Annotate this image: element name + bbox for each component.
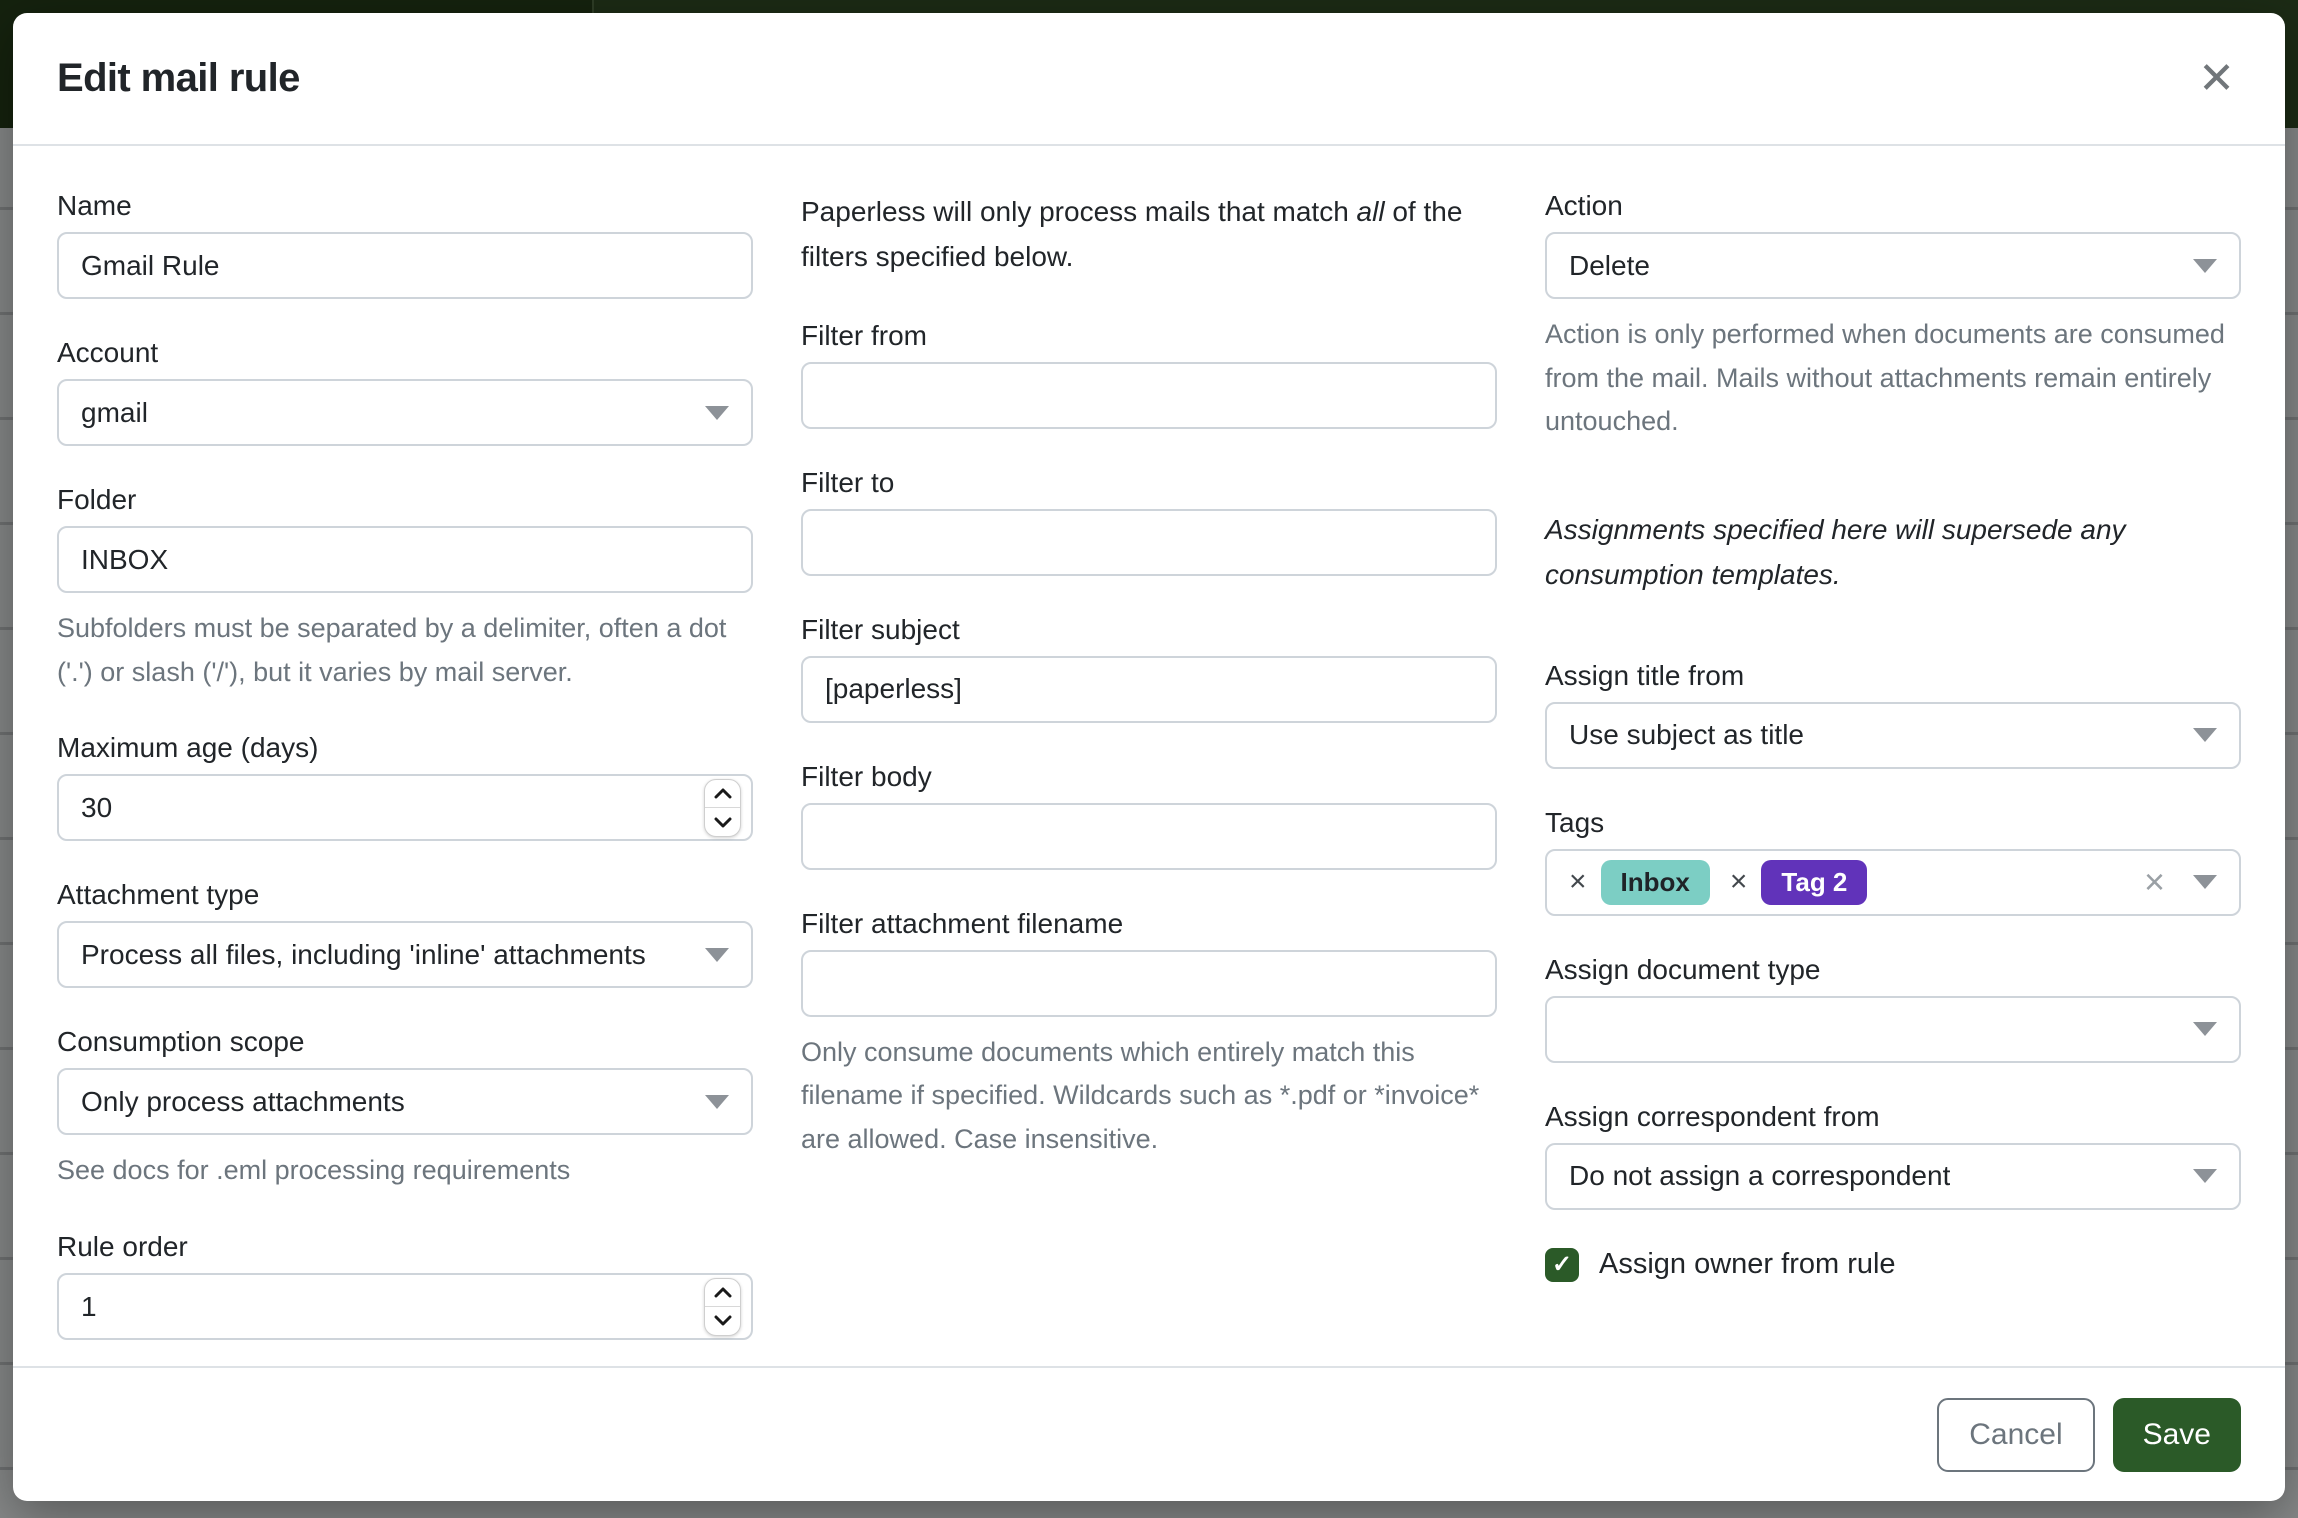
column-general: Name Account gmail Folder Subfolders mus… [57, 190, 753, 1366]
edit-mail-rule-dialog: Edit mail rule ✕ Name Account gmail Fold… [13, 13, 2285, 1501]
action-field-group: Action Delete Action is only performed w… [1545, 190, 2241, 444]
stepper-down-icon[interactable] [705, 808, 740, 836]
rule-order-label: Rule order [57, 1231, 188, 1263]
chevron-down-icon [2193, 1169, 2217, 1184]
chevron-down-icon [2193, 728, 2217, 743]
stepper-up-icon[interactable] [705, 1279, 740, 1307]
checkbox-checked-icon[interactable]: ✓ [1545, 1247, 1579, 1282]
chevron-down-icon [2193, 875, 2217, 890]
name-field-group: Name [57, 190, 753, 299]
account-value: gmail [81, 396, 148, 428]
filter-from-label: Filter from [801, 319, 927, 351]
filter-body-label: Filter body [801, 760, 932, 792]
filter-body-input[interactable] [801, 802, 1497, 870]
filter-subject-input[interactable] [801, 655, 1497, 723]
chevron-down-icon [705, 405, 729, 420]
assign-correspondent-label: Assign correspondent from [1545, 1100, 1880, 1132]
dialog-footer: Cancel Save [13, 1366, 2285, 1501]
account-label: Account [57, 337, 159, 368]
consumption-scope-help-text: See docs for .eml processing requirement… [57, 1155, 571, 1186]
assign-title-select[interactable]: Use subject as title [1545, 701, 2241, 769]
tag-chip-inbox: Inbox [1600, 859, 1710, 905]
remove-tag-icon[interactable]: × [1569, 865, 1587, 899]
max-age-input[interactable] [57, 774, 753, 842]
dialog-title: Edit mail rule [57, 56, 300, 100]
close-icon[interactable]: ✕ [2192, 53, 2241, 105]
attachment-type-label: Attachment type [57, 879, 260, 911]
filter-to-field-group: Filter to [801, 467, 1497, 576]
action-select[interactable]: Delete [1545, 232, 2241, 299]
assign-correspondent-value: Do not assign a correspondent [1569, 1160, 1951, 1192]
dialog-body: Name Account gmail Folder Subfolders mus… [13, 146, 2285, 1366]
save-button[interactable]: Save [2112, 1397, 2241, 1472]
chevron-down-icon [705, 1094, 729, 1109]
clear-tags-icon[interactable]: × [2143, 861, 2165, 903]
action-help-text: Action is only performed when documents … [1545, 319, 2225, 437]
tags-label: Tags [1545, 806, 1605, 838]
assign-correspondent-select[interactable]: Do not assign a correspondent [1545, 1142, 2241, 1210]
assign-title-value: Use subject as title [1569, 719, 1804, 751]
consumption-scope-value: Only process attachments [81, 1085, 405, 1117]
filter-attachment-filename-help-text: Only consume documents which entirely ma… [801, 1036, 1480, 1155]
filter-subject-field-group: Filter subject [801, 614, 1497, 723]
filters-intro-text: Paperless will only process mails that m… [801, 196, 1463, 272]
account-field-group: Account gmail [57, 337, 753, 446]
attachment-type-select[interactable]: Process all files, including 'inline' at… [57, 921, 753, 989]
tags-field-group: Tags × Inbox × Tag 2 × [1545, 807, 2241, 916]
remove-tag-icon[interactable]: × [1729, 865, 1748, 899]
rule-order-stepper[interactable] [704, 1277, 741, 1336]
attachment-type-value: Process all files, including 'inline' at… [81, 938, 646, 970]
assign-document-type-label: Assign document type [1545, 953, 1821, 985]
filter-from-input[interactable] [801, 361, 1497, 429]
consumption-scope-field-group: Consumption scope Only process attachmen… [57, 1026, 753, 1193]
dialog-header: Edit mail rule ✕ [13, 13, 2285, 146]
tag-chip-tag2: Tag 2 [1761, 859, 1868, 905]
filter-from-field-group: Filter from [801, 320, 1497, 429]
assign-document-type-field-group: Assign document type [1545, 954, 2241, 1063]
rule-order-field-group: Rule order [57, 1231, 753, 1341]
max-age-stepper[interactable] [704, 778, 741, 837]
column-filters: Paperless will only process mails that m… [801, 190, 1497, 1366]
assign-owner-checkbox-row[interactable]: ✓ Assign owner from rule [1545, 1247, 2241, 1282]
filter-attachment-filename-field-group: Filter attachment filename Only consume … [801, 908, 1497, 1162]
filter-attachment-filename-label: Filter attachment filename [801, 907, 1124, 939]
folder-help-text: Subfolders must be separated by a delimi… [57, 613, 727, 687]
rule-order-input[interactable] [57, 1273, 753, 1341]
chevron-down-icon [705, 947, 729, 962]
tags-select[interactable]: × Inbox × Tag 2 × [1545, 848, 2241, 916]
folder-input[interactable] [57, 526, 753, 593]
consumption-scope-label: Consumption scope [57, 1026, 305, 1058]
max-age-label: Maximum age (days) [57, 732, 319, 764]
action-label: Action [1545, 190, 1623, 221]
account-select[interactable]: gmail [57, 379, 753, 446]
folder-label: Folder [57, 484, 137, 515]
folder-field-group: Folder Subfolders must be separated by a… [57, 484, 753, 694]
action-value: Delete [1569, 249, 1650, 281]
name-label: Name [57, 190, 132, 221]
assign-title-label: Assign title from [1545, 659, 1745, 691]
attachment-type-field-group: Attachment type Process all files, inclu… [57, 879, 753, 989]
chevron-down-icon [2193, 258, 2217, 273]
consumption-scope-select[interactable]: Only process attachments [57, 1068, 753, 1136]
assign-correspondent-field-group: Assign correspondent from Do not assign … [1545, 1101, 2241, 1210]
filter-subject-label: Filter subject [801, 613, 960, 645]
filter-body-field-group: Filter body [801, 761, 1497, 870]
column-actions: Action Delete Action is only performed w… [1545, 190, 2241, 1366]
filter-to-label: Filter to [801, 466, 895, 498]
assign-owner-label: Assign owner from rule [1599, 1248, 1896, 1281]
cancel-button[interactable]: Cancel [1937, 1397, 2095, 1472]
assign-title-field-group: Assign title from Use subject as title [1545, 660, 2241, 769]
max-age-field-group: Maximum age (days) [57, 732, 753, 842]
assignments-note: Assignments specified here will supersed… [1545, 514, 2126, 590]
name-input[interactable] [57, 232, 753, 299]
filter-to-input[interactable] [801, 508, 1497, 576]
assign-document-type-select[interactable] [1545, 995, 2241, 1063]
chevron-down-icon [2193, 1022, 2217, 1037]
filter-attachment-filename-input[interactable] [801, 949, 1497, 1017]
stepper-up-icon[interactable] [705, 780, 740, 808]
stepper-down-icon[interactable] [705, 1307, 740, 1335]
